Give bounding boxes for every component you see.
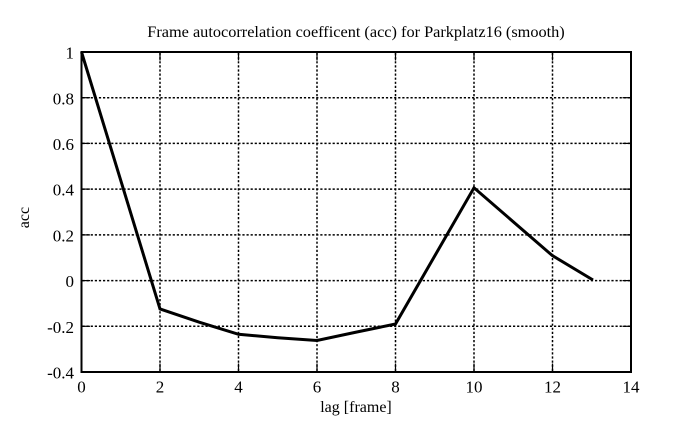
svg-text:-0.2: -0.2	[47, 318, 74, 337]
svg-text:0.6: 0.6	[53, 135, 74, 154]
svg-text:0.4: 0.4	[53, 181, 75, 200]
svg-text:0.2: 0.2	[53, 227, 74, 246]
svg-text:0: 0	[66, 272, 75, 291]
svg-text:8: 8	[391, 378, 400, 397]
svg-text:0.8: 0.8	[53, 89, 74, 108]
svg-text:10: 10	[466, 378, 483, 397]
svg-text:acc: acc	[16, 207, 33, 228]
svg-text:-0.4: -0.4	[47, 364, 74, 383]
svg-text:lag [frame]: lag [frame]	[320, 399, 392, 416]
svg-text:4: 4	[234, 378, 243, 397]
svg-text:12: 12	[544, 378, 561, 397]
svg-text:Frame autocorrelation coeffice: Frame autocorrelation coefficent (acc) f…	[147, 22, 564, 41]
svg-text:0: 0	[77, 378, 86, 397]
svg-text:1: 1	[66, 44, 75, 63]
svg-text:14: 14	[623, 378, 641, 397]
svg-text:6: 6	[313, 378, 322, 397]
svg-text:2: 2	[156, 378, 165, 397]
